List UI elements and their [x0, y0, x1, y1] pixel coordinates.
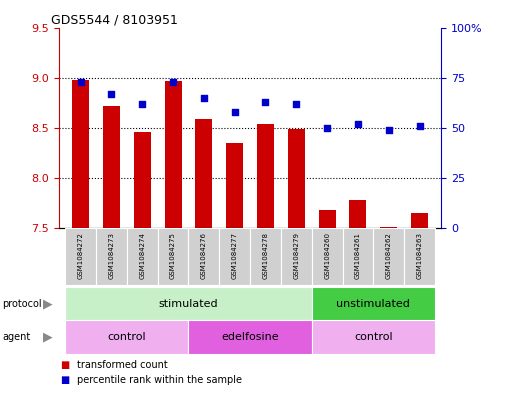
Bar [134, 132, 151, 228]
Bar [281, 228, 312, 285]
Bar [127, 228, 157, 285]
Bar [257, 124, 274, 228]
Text: GSM1084276: GSM1084276 [201, 233, 207, 279]
Bar [288, 129, 305, 228]
Text: GSM1084263: GSM1084263 [417, 233, 423, 279]
Text: control: control [354, 332, 392, 342]
Bar [219, 228, 250, 285]
Point [323, 125, 331, 131]
Bar [349, 200, 366, 228]
Text: GSM1084279: GSM1084279 [293, 233, 299, 279]
Text: control: control [108, 332, 146, 342]
Bar [250, 228, 281, 285]
Point [385, 127, 393, 133]
Bar [312, 228, 343, 285]
Bar [226, 143, 243, 228]
Point [262, 99, 270, 105]
Text: ▶: ▶ [43, 331, 52, 343]
Bar [188, 320, 312, 354]
Point [107, 90, 115, 97]
Text: GSM1084272: GSM1084272 [77, 233, 84, 279]
Text: ■: ■ [61, 360, 70, 370]
Bar [103, 106, 120, 228]
Text: ▶: ▶ [43, 297, 52, 310]
Text: GSM1084273: GSM1084273 [108, 233, 114, 279]
Bar [65, 287, 312, 320]
Bar [312, 320, 435, 354]
Bar [380, 227, 397, 228]
Text: percentile rank within the sample: percentile rank within the sample [77, 375, 242, 385]
Text: GSM1084278: GSM1084278 [263, 233, 268, 279]
Bar [195, 119, 212, 228]
Text: GSM1084261: GSM1084261 [355, 233, 361, 279]
Bar [319, 210, 336, 228]
Text: GDS5544 / 8103951: GDS5544 / 8103951 [51, 13, 178, 26]
Point [76, 79, 85, 85]
Point [292, 101, 301, 107]
Bar [188, 228, 219, 285]
Bar [157, 228, 188, 285]
Point [138, 101, 146, 107]
Bar [165, 81, 182, 228]
Text: protocol: protocol [3, 299, 42, 309]
Bar [65, 228, 96, 285]
Point [354, 121, 362, 127]
Text: GSM1084262: GSM1084262 [386, 233, 392, 279]
Text: unstimulated: unstimulated [337, 299, 410, 309]
Text: GSM1084274: GSM1084274 [139, 233, 145, 279]
Bar [96, 228, 127, 285]
Point [169, 79, 177, 85]
Bar [312, 287, 435, 320]
Text: agent: agent [3, 332, 31, 342]
Bar [411, 213, 428, 228]
Bar [72, 80, 89, 228]
Bar [343, 228, 373, 285]
Point [416, 123, 424, 129]
Text: ■: ■ [61, 375, 70, 385]
Bar [65, 320, 188, 354]
Point [230, 108, 239, 115]
Text: stimulated: stimulated [159, 299, 218, 309]
Text: GSM1084275: GSM1084275 [170, 233, 176, 279]
Bar [404, 228, 435, 285]
Point [200, 94, 208, 101]
Bar [373, 228, 404, 285]
Text: transformed count: transformed count [77, 360, 168, 370]
Text: GSM1084260: GSM1084260 [324, 233, 330, 279]
Text: edelfosine: edelfosine [221, 332, 279, 342]
Text: GSM1084277: GSM1084277 [232, 233, 238, 279]
